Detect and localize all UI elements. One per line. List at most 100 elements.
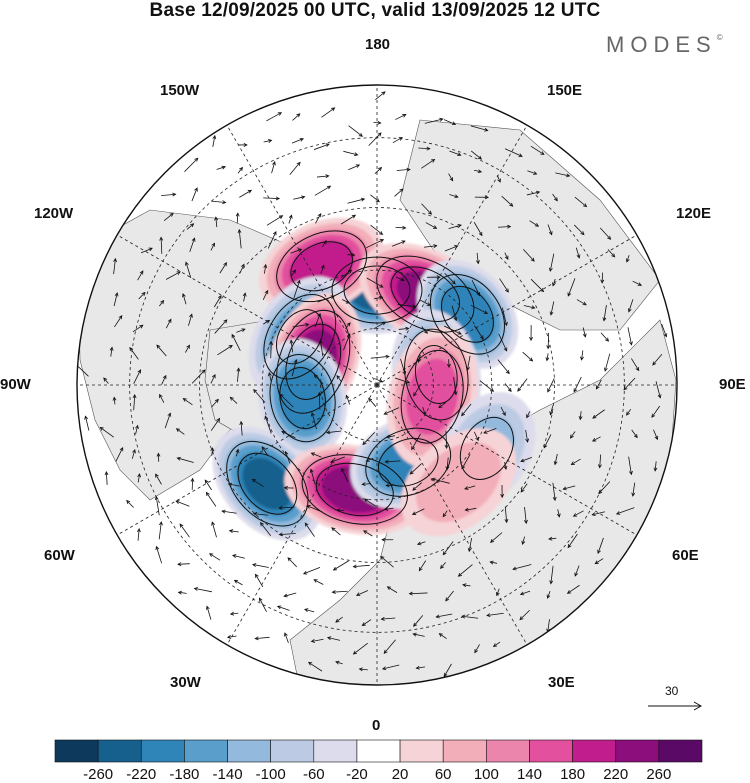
wind-arrow xyxy=(395,225,407,230)
wind-arrow xyxy=(216,165,226,170)
wind-arrow xyxy=(115,446,124,462)
wind-arrow xyxy=(165,318,172,329)
wind-arrow xyxy=(314,185,332,196)
colorbar-swatch xyxy=(184,739,228,763)
wind-arrow xyxy=(512,564,532,571)
wind-arrow xyxy=(570,458,581,466)
wind-arrow xyxy=(239,420,244,436)
wind-arrow xyxy=(210,242,215,251)
wind-arrow xyxy=(291,359,298,377)
wind-arrow xyxy=(526,411,531,419)
colorbar-tick-label: 260 xyxy=(646,766,672,783)
brand-mark: © xyxy=(716,32,723,42)
anomaly-fill-neg-greenland-west xyxy=(278,365,327,431)
wind-arrow xyxy=(370,224,384,235)
wind-arrow xyxy=(181,293,187,305)
colorbar-tick-label: 140 xyxy=(516,766,542,783)
wind-arrow xyxy=(185,261,192,279)
wind-arrow xyxy=(104,471,109,485)
wind-arrow xyxy=(211,521,217,538)
lon-label-150w: 150W xyxy=(160,82,200,99)
wind-arrow xyxy=(567,278,576,297)
wind-arrow xyxy=(574,224,585,236)
wind-arrow xyxy=(310,638,324,643)
lon-label-90e: 90E xyxy=(719,376,746,393)
wind-arrow xyxy=(415,665,426,670)
wind-arrow xyxy=(348,164,361,171)
wind-arrow xyxy=(291,137,304,144)
meridian-line xyxy=(376,384,638,536)
wind-arrow xyxy=(443,663,452,678)
wind-arrow xyxy=(395,276,405,282)
colorbar-tick-label: 20 xyxy=(391,766,409,783)
wind-arrow xyxy=(497,224,512,229)
anomaly-contour-pos-alaska-west xyxy=(290,241,353,292)
wind-arrow xyxy=(470,150,483,160)
wind-arrow xyxy=(444,325,462,335)
colorbar-tick-label: -140 xyxy=(212,766,243,783)
wind-arrow xyxy=(625,255,630,263)
wind-arrow xyxy=(374,166,383,174)
wind-arrow xyxy=(580,350,584,361)
anomaly-contours xyxy=(226,230,514,527)
wind-arrow xyxy=(345,322,351,330)
lon-label-30e: 30E xyxy=(548,674,575,691)
wind-arrow xyxy=(313,143,330,150)
wind-arrow xyxy=(363,530,373,537)
wind-arrow xyxy=(263,319,271,325)
wind-arrow xyxy=(385,434,396,439)
wind-arrow xyxy=(471,279,481,297)
wind-arrow xyxy=(188,313,193,326)
wind-arrow xyxy=(368,397,377,407)
wind-arrow xyxy=(330,456,346,464)
wind-arrow xyxy=(176,456,194,463)
wind-arrow xyxy=(175,500,190,507)
wind-arrow xyxy=(572,510,584,517)
wind-arrow xyxy=(523,248,535,262)
wind-arrow xyxy=(217,345,233,356)
wind-arrow xyxy=(292,322,310,328)
wind-arrow xyxy=(373,120,382,125)
wind-arrow xyxy=(525,430,530,443)
meridian-line xyxy=(376,384,528,646)
wind-arrow xyxy=(473,222,483,237)
anomaly-contour-pos-eastsiberia xyxy=(390,266,460,322)
wind-arrow xyxy=(504,148,523,157)
wind-arrow xyxy=(159,236,164,254)
wind-arrow xyxy=(340,214,357,225)
wind-arrow xyxy=(574,196,588,208)
wind-arrow xyxy=(449,194,459,199)
wind-arrow xyxy=(370,194,380,203)
anomaly-contour-neg-atlantic xyxy=(237,452,298,515)
wind-arrow xyxy=(284,632,289,643)
colorbar-tick-label: -100 xyxy=(255,766,286,783)
wind-arrow xyxy=(653,429,659,441)
wind-arrow xyxy=(412,482,423,491)
wind-arrow xyxy=(445,590,454,602)
wind-arrow xyxy=(574,565,580,577)
lon-label-120e: 120E xyxy=(676,205,712,222)
wind-arrow xyxy=(504,252,509,260)
wind-arrow xyxy=(411,508,425,515)
wind-arrow xyxy=(470,304,489,314)
wind-arrow xyxy=(549,565,554,585)
wind-arrow xyxy=(184,157,199,172)
wind-arrow xyxy=(326,430,342,435)
wind-arrow xyxy=(138,291,146,300)
wind-arrow xyxy=(370,354,390,359)
meridian-line xyxy=(376,124,528,386)
wind-arrow xyxy=(631,482,636,497)
wind-arrow xyxy=(361,619,372,626)
wind-arrow xyxy=(99,426,114,438)
wind-arrow xyxy=(602,305,607,322)
wind-arrow xyxy=(126,499,134,508)
wind-arrow xyxy=(292,113,301,121)
wind-arrow xyxy=(424,117,444,124)
wind-arrow xyxy=(191,369,206,384)
wind-arrow xyxy=(177,562,190,567)
wind-arrow xyxy=(446,359,451,369)
colorbar xyxy=(54,739,703,763)
wind-arrow xyxy=(159,393,165,403)
colorbar-swatch xyxy=(97,739,142,763)
reference-vector xyxy=(648,701,703,711)
